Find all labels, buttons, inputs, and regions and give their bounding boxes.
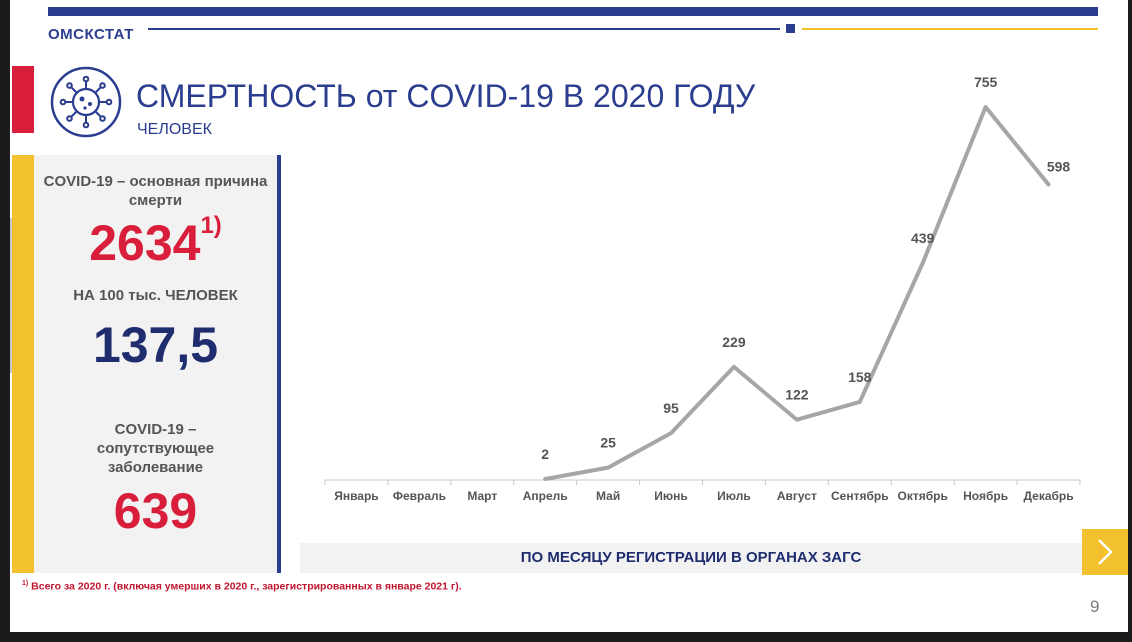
virus-icon (50, 66, 122, 138)
data-label: 229 (722, 334, 746, 350)
data-label: 25 (600, 435, 616, 451)
data-label: 439 (911, 230, 935, 246)
page-number: 9 (1090, 597, 1100, 616)
summary-panel (34, 155, 277, 573)
x-tick-label: Октябрь (898, 489, 948, 503)
x-tick-label: Август (777, 489, 817, 503)
data-label: 95 (663, 400, 679, 416)
x-tick-label: Март (467, 489, 497, 503)
panel-accent-yellow (12, 155, 34, 573)
data-label: 122 (785, 387, 809, 403)
x-tick-label: Май (596, 489, 620, 503)
x-tick-label: Ноябрь (963, 489, 1008, 503)
header-line-blue (148, 28, 780, 30)
title-accent (12, 66, 34, 133)
chart-caption: ПО МЕСЯЦУ РЕГИСТРАЦИИ В ОРГАНАХ ЗАГС (520, 549, 862, 566)
footnote: 1) Всего за 2020 г. (включая умерших в 2… (22, 576, 462, 595)
x-tick-label: Февраль (393, 489, 446, 503)
x-tick-label: Июль (717, 489, 751, 503)
next-slide-button[interactable] (1082, 529, 1128, 575)
x-tick-label: Апрель (523, 489, 568, 503)
page-title: СМЕРТНОСТЬ от COVID-19 В 2020 ГОДУ (136, 78, 756, 114)
slide: ОМСКСТАТ СМЕРТНОСТЬ от COVID-19 В 2020 Г… (10, 0, 1128, 632)
comorbid-label: COVID-19 – сопутствующее заболевание (96, 421, 215, 476)
header-square (786, 24, 795, 33)
x-tick-label: Сентябрь (831, 489, 889, 503)
footnote-mark: 1) (22, 580, 29, 587)
series-line (543, 105, 1051, 482)
chevron-right-icon (1098, 539, 1113, 565)
main-cause-footnote-mark: 1) (200, 212, 222, 239)
x-tick-label: Июнь (654, 489, 688, 503)
main-cause-label: COVID-19 – основная причина смерти (43, 173, 268, 209)
caption-bar: ПО МЕСЯЦУ РЕГИСТРАЦИИ В ОРГАНАХ ЗАГС (300, 543, 1082, 573)
x-tick-label: Январь (334, 489, 378, 503)
top-bar (48, 7, 1098, 16)
panel-accent-navy (277, 155, 281, 573)
main-cause-value: 26341) (34, 212, 277, 272)
data-label: 755 (974, 74, 998, 90)
mortality-line-chart: Январь Февраль Март Апрель Май Июнь Июль Август… (324, 74, 1081, 503)
org-name: ОМСКСТАТ (48, 26, 134, 43)
x-tick-label: Декабрь (1023, 489, 1073, 503)
data-label: 598 (1047, 159, 1071, 175)
header-line-yellow (802, 28, 1098, 30)
main-cause-number: 2634 (89, 215, 201, 271)
per100k-label: НА 100 тыс. ЧЕЛОВЕК (73, 287, 238, 304)
comorbid-value: 639 (113, 483, 198, 539)
footnote-text: Всего за 2020 г. (включая умерших в 2020… (28, 580, 462, 593)
data-label: 158 (848, 369, 872, 385)
data-label: 2 (541, 446, 549, 462)
page-subtitle: ЧЕЛОВЕК (137, 121, 212, 138)
per100k-value: 137,5 (92, 317, 219, 373)
